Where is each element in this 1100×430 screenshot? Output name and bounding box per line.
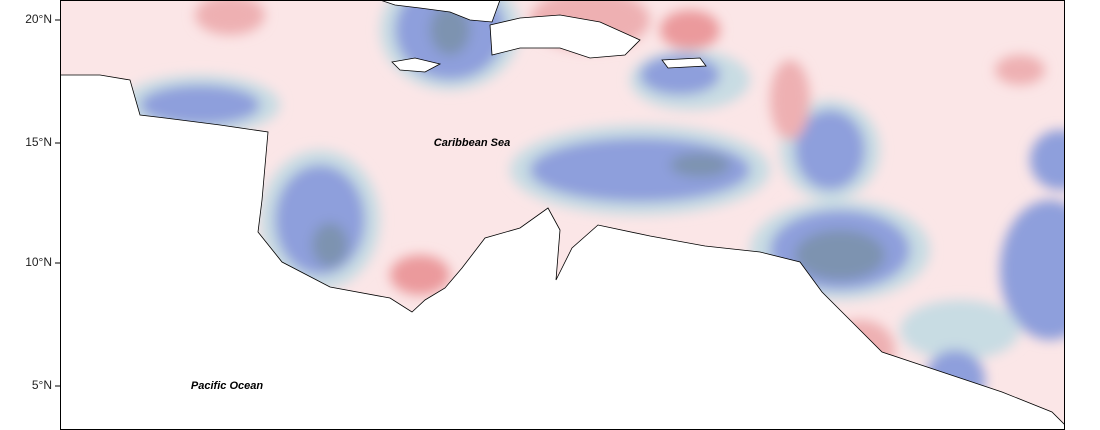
place-label: Caribbean Sea (434, 137, 510, 149)
lat-axis: 20°N 15°N 10°N 5°N (25, 12, 60, 392)
hispaniola (489, 14, 641, 59)
lat-label: 10°N (25, 255, 52, 269)
puerto-rico (661, 57, 707, 69)
cuba (379, 0, 501, 23)
jamaica (391, 57, 442, 73)
anomaly-field (60, 0, 1065, 430)
place-label: Pacific Ocean (191, 380, 263, 392)
lat-label: 20°N (25, 12, 52, 26)
lat-label: 5°N (32, 378, 52, 392)
central-america (60, 74, 1065, 430)
lat-label: 15°N (25, 135, 52, 149)
